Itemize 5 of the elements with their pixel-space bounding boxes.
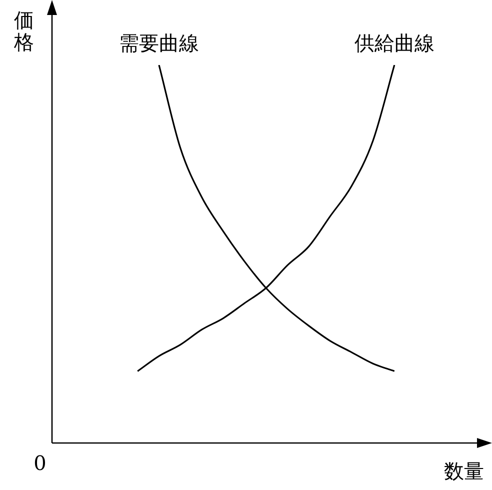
y-axis-title: 価格 — [13, 8, 34, 54]
series-label: 供給曲線 — [354, 31, 434, 56]
x-axis-title: 数量 — [444, 459, 484, 484]
series-label: 需要曲線 — [119, 31, 199, 56]
text: 0 — [34, 451, 46, 476]
